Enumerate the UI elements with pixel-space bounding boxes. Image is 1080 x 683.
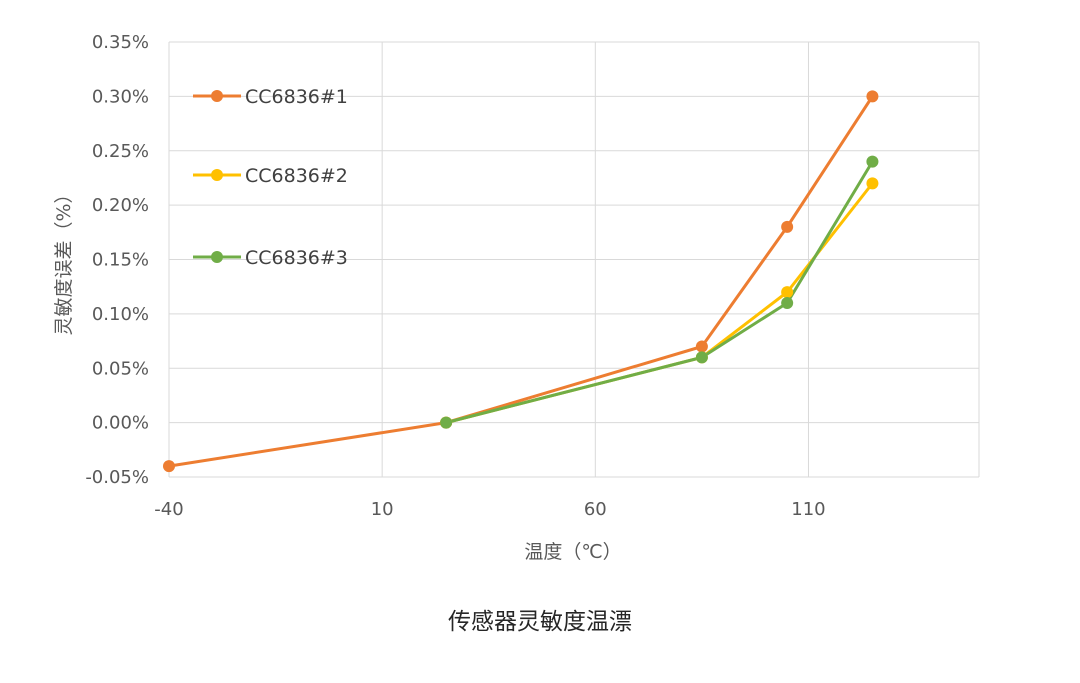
data-point-series-1 [866, 90, 879, 103]
legend-label-2: CC6836#2 [245, 165, 348, 187]
x-axis-title: 温度（℃） [524, 541, 621, 563]
legend-marker-3 [211, 251, 223, 263]
data-point-series-3 [695, 351, 708, 364]
x-tick-label: 60 [584, 499, 607, 520]
data-point-series-2 [866, 177, 879, 190]
data-point-series-1 [781, 220, 794, 233]
y-tick-label: 0.30% [92, 86, 149, 107]
data-point-series-1 [695, 340, 708, 353]
data-point-series-3 [866, 155, 879, 168]
legend-label-1: CC6836#1 [245, 86, 348, 108]
chart-caption: 传感器灵敏度温漂 [448, 609, 632, 635]
series-line-3 [445, 160, 874, 425]
x-tick-label: -40 [154, 499, 183, 520]
y-axis-title: 灵敏度误差（%） [53, 184, 75, 335]
y-tick-label: 0.00% [92, 413, 149, 434]
y-tick-label: -0.05% [85, 467, 149, 488]
y-tick-label: 0.10% [92, 304, 149, 325]
axis-layer: -0.05% 0.00% 0.05% 0.10% 0.15% 0.20% 0.25% 0.30… [85, 32, 825, 520]
data-point-series-3 [440, 416, 453, 429]
legend-marker-1 [211, 90, 223, 102]
series-line-1 [168, 95, 874, 468]
y-tick-label: 0.15% [92, 250, 149, 271]
series-layer [163, 90, 879, 473]
data-point-series-1 [163, 460, 175, 473]
y-tick-label: 0.35% [92, 32, 149, 53]
data-point-series-3 [781, 297, 794, 309]
y-tick-label: 0.20% [92, 195, 149, 216]
legend-marker-2 [211, 169, 223, 181]
data-point-series-2 [781, 286, 794, 299]
grid-layer [168, 41, 980, 478]
y-tick-label: 0.25% [92, 141, 149, 162]
y-tick-label: 0.05% [92, 358, 149, 379]
x-tick-label: 10 [371, 499, 394, 520]
x-tick-label: 110 [791, 499, 825, 520]
legend: CC6836#1 CC6836#2 CC6836#3 [193, 86, 348, 269]
legend-label-3: CC6836#3 [245, 247, 348, 269]
